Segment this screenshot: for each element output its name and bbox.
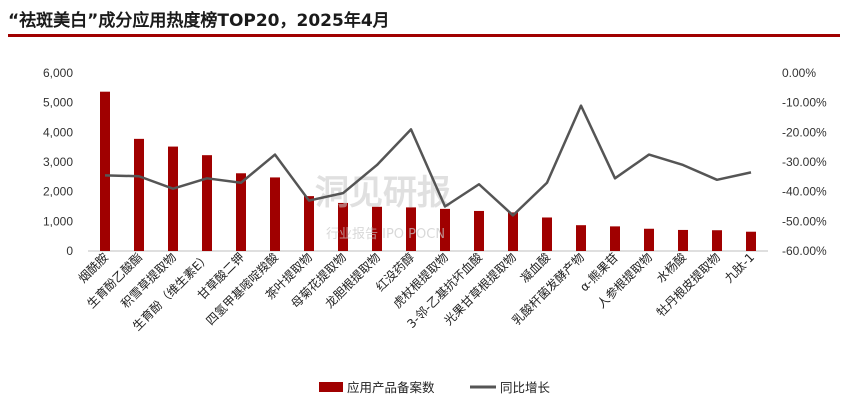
chart-title: “祛斑美白”成分应用热度榜TOP20，2025年4月 [8,11,390,31]
right-tick-label: -20.00% [782,125,827,139]
left-tick-label: 3,000 [43,155,73,169]
right-tick-label: -50.00% [782,214,827,228]
bar [372,206,382,251]
bar [406,207,416,251]
watermark: 洞见研报 行业报告 IPO POCN [315,173,451,242]
bar [508,212,518,251]
category-label: 九肽-1 [721,250,757,286]
bar [542,217,552,251]
left-axis: 0 1,000 2,000 3,000 4,000 5,000 6,000 [43,66,73,258]
legend-bar-label: 应用产品备案数 [347,380,435,395]
left-tick-label: 4,000 [43,125,73,139]
left-tick-label: 1,000 [43,214,73,228]
bar [440,208,450,251]
right-tick-label: -60.00% [782,244,827,258]
right-axis: -60.00% -50.00% -40.00% -30.00% -20.00% -10.0… [782,66,827,258]
bar [304,196,314,251]
bar [576,225,586,251]
bar [746,231,756,251]
bar [678,229,688,251]
title-rule [8,34,840,37]
right-tick-label: -30.00% [782,155,827,169]
legend-bar-swatch [319,382,343,392]
bar-series [100,91,756,251]
growth-line [104,104,752,217]
x-axis-labels: 烟酰胺生育酚乙酸酯积雪草提取物生育酚（维生素E）甘草酸二钾四氢甲基嘧啶羧酸茶叶提… [76,250,757,334]
bar [712,230,722,251]
bar [100,91,110,251]
bar [474,210,484,251]
left-tick-label: 0 [66,244,73,258]
watermark-main: 洞见研报 [315,173,451,213]
bar [610,226,620,251]
bar [202,155,212,251]
left-tick-label: 6,000 [43,66,73,80]
bar [134,138,144,251]
bar [236,173,246,251]
left-tick-label: 2,000 [43,185,73,199]
legend: 应用产品备案数 同比增长 [319,380,551,395]
bar [338,202,348,251]
bar [644,228,654,251]
right-tick-label: 0.00% [782,66,816,80]
line-series [104,104,752,217]
right-tick-label: -40.00% [782,185,827,199]
bar [270,177,280,251]
bar [168,146,178,251]
left-tick-label: 5,000 [43,96,73,110]
right-tick-label: -10.00% [782,96,827,110]
legend-line-label: 同比增长 [500,380,551,395]
